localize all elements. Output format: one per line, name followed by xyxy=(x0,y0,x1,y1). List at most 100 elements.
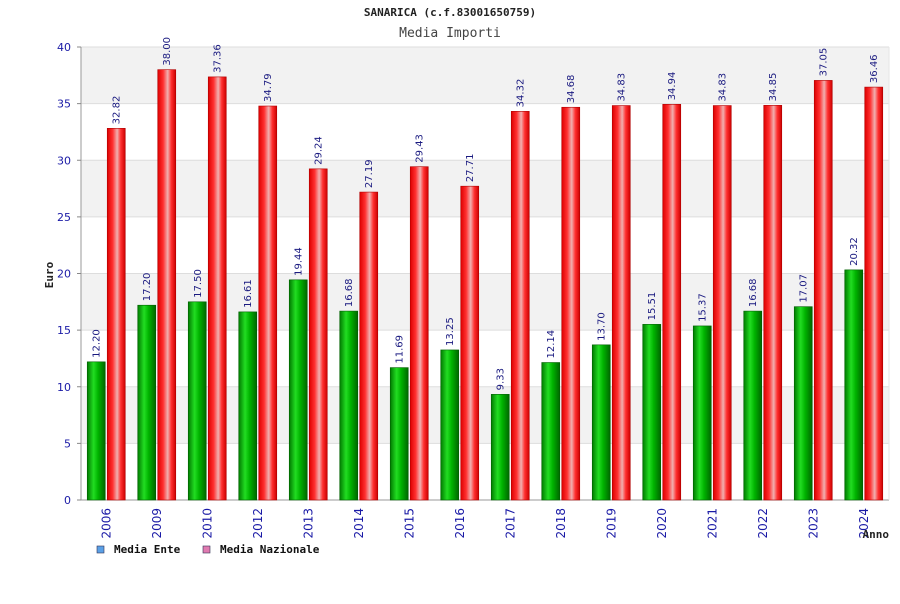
value-label-media-nazionale: 34.32 xyxy=(516,79,527,108)
x-axis-ticks: 2006 2009 2010 2012 2013 2014 2015 2016 2017 2018… xyxy=(99,508,871,539)
x-tick-label: 2014 xyxy=(352,508,366,539)
value-label-media-ente: 16.68 xyxy=(748,278,759,307)
legend-label-media-ente: Media Ente xyxy=(114,543,181,556)
bar-media-ente xyxy=(591,344,611,501)
value-label-media-ente: 15.51 xyxy=(647,292,658,321)
value-label-media-ente: 9.33 xyxy=(496,368,507,390)
value-label-media-ente: 19.44 xyxy=(294,247,305,276)
bar-media-ente xyxy=(86,361,106,501)
y-tick-label: 35 xyxy=(57,98,71,111)
x-tick-label: 2015 xyxy=(402,508,416,539)
bar-media-nazionale xyxy=(359,191,379,501)
bar-media-nazionale xyxy=(106,128,126,501)
value-label-media-nazionale: 36.46 xyxy=(869,54,880,83)
value-label-media-nazionale: 37.36 xyxy=(213,44,224,73)
y-tick-label: 20 xyxy=(57,268,71,281)
bar-media-nazionale xyxy=(510,111,530,501)
x-tick-label: 2023 xyxy=(806,508,820,539)
bar-media-ente xyxy=(238,311,258,501)
bar-media-ente xyxy=(743,310,763,501)
x-tick-label: 2010 xyxy=(200,508,214,539)
value-label-media-nazionale: 34.83 xyxy=(718,73,729,102)
value-label-media-ente: 12.14 xyxy=(546,330,557,359)
bar-media-ente xyxy=(490,394,510,501)
value-label-media-nazionale: 34.68 xyxy=(566,75,577,104)
y-tick-label: 15 xyxy=(57,324,71,337)
value-label-media-nazionale: 34.85 xyxy=(768,73,779,102)
bar-media-nazionale xyxy=(460,185,480,501)
legend-label-media-nazionale: Media Nazionale xyxy=(220,543,320,556)
y-axis-ticks: 0 5 10 15 20 25 30 35 40 xyxy=(57,41,81,507)
value-label-media-nazionale: 34.83 xyxy=(617,73,628,102)
bar-media-nazionale xyxy=(611,105,631,501)
bar-media-nazionale xyxy=(763,105,783,501)
y-tick-label: 0 xyxy=(64,494,71,507)
value-label-media-nazionale: 38.00 xyxy=(162,37,173,66)
y-axis-label: Euro xyxy=(43,261,56,288)
x-tick-label: 2022 xyxy=(756,508,770,539)
value-label-media-ente: 12.20 xyxy=(92,329,103,358)
value-label-media-nazionale: 32.82 xyxy=(112,96,123,125)
chart-subtitle: Media Importi xyxy=(399,26,501,41)
bar-media-nazionale xyxy=(712,105,732,501)
bar-media-ente xyxy=(187,301,207,501)
bar-media-ente xyxy=(541,362,561,501)
bars xyxy=(86,69,884,501)
legend: Media Ente Media Nazionale xyxy=(96,543,320,556)
legend-swatch-media-ente xyxy=(96,545,105,554)
x-tick-label: 2012 xyxy=(251,508,265,539)
value-label-media-ente: 17.50 xyxy=(193,269,204,298)
bar-media-ente xyxy=(389,367,409,501)
legend-swatch-media-nazionale xyxy=(202,545,211,554)
bar-media-nazionale xyxy=(813,80,833,501)
y-tick-label: 40 xyxy=(57,41,71,54)
bar-media-nazionale xyxy=(308,168,328,501)
value-label-media-ente: 16.61 xyxy=(243,279,254,308)
x-tick-label: 2017 xyxy=(503,508,517,539)
y-tick-label: 10 xyxy=(57,381,71,394)
value-label-media-ente: 17.07 xyxy=(799,274,810,303)
x-tick-label: 2006 xyxy=(99,508,113,539)
bar-media-nazionale xyxy=(157,69,177,501)
value-label-media-nazionale: 34.94 xyxy=(667,72,678,101)
x-tick-label: 2021 xyxy=(705,508,719,539)
bar-media-nazionale xyxy=(258,105,278,501)
value-label-media-ente: 13.25 xyxy=(445,317,456,346)
value-label-media-nazionale: 37.05 xyxy=(819,48,830,77)
value-labels: 12.20 32.82 17.20 38.00 17.50 37.36 16.61 34.79… xyxy=(92,37,881,390)
x-axis-label: Anno xyxy=(863,528,890,541)
value-label-media-nazionale: 29.24 xyxy=(314,136,325,165)
bar-media-nazionale xyxy=(207,76,227,501)
y-tick-label: 5 xyxy=(64,437,71,450)
value-label-media-nazionale: 29.43 xyxy=(415,134,426,163)
chart-title: SANARICA (c.f.83001650759) xyxy=(364,6,536,19)
y-tick-label: 30 xyxy=(57,154,71,167)
x-tick-label: 2019 xyxy=(604,508,618,539)
value-label-media-nazionale: 34.79 xyxy=(263,73,274,102)
bar-media-ente xyxy=(440,349,460,501)
bar-media-nazionale xyxy=(409,166,429,501)
bar-media-ente xyxy=(288,279,308,501)
bar-media-ente xyxy=(642,324,662,501)
x-tick-label: 2018 xyxy=(554,508,568,539)
bar-media-ente xyxy=(793,306,813,501)
bar-media-ente xyxy=(844,269,864,501)
bar-media-nazionale xyxy=(561,106,581,501)
x-tick-label: 2020 xyxy=(655,508,669,539)
bar-media-ente xyxy=(137,304,157,501)
value-label-media-nazionale: 27.19 xyxy=(364,159,375,188)
value-label-media-ente: 17.20 xyxy=(142,273,153,302)
value-label-media-ente: 20.32 xyxy=(849,237,860,266)
x-tick-label: 2009 xyxy=(150,508,164,539)
value-label-media-ente: 13.70 xyxy=(597,312,608,341)
value-label-media-ente: 15.37 xyxy=(698,293,709,322)
value-label-media-ente: 11.69 xyxy=(395,335,406,364)
value-label-media-ente: 16.68 xyxy=(344,278,355,307)
x-tick-label: 2016 xyxy=(453,508,467,539)
bar-media-ente xyxy=(339,310,359,501)
x-tick-label: 2013 xyxy=(301,508,315,539)
bar-media-nazionale xyxy=(662,104,682,501)
y-tick-label: 25 xyxy=(57,211,71,224)
